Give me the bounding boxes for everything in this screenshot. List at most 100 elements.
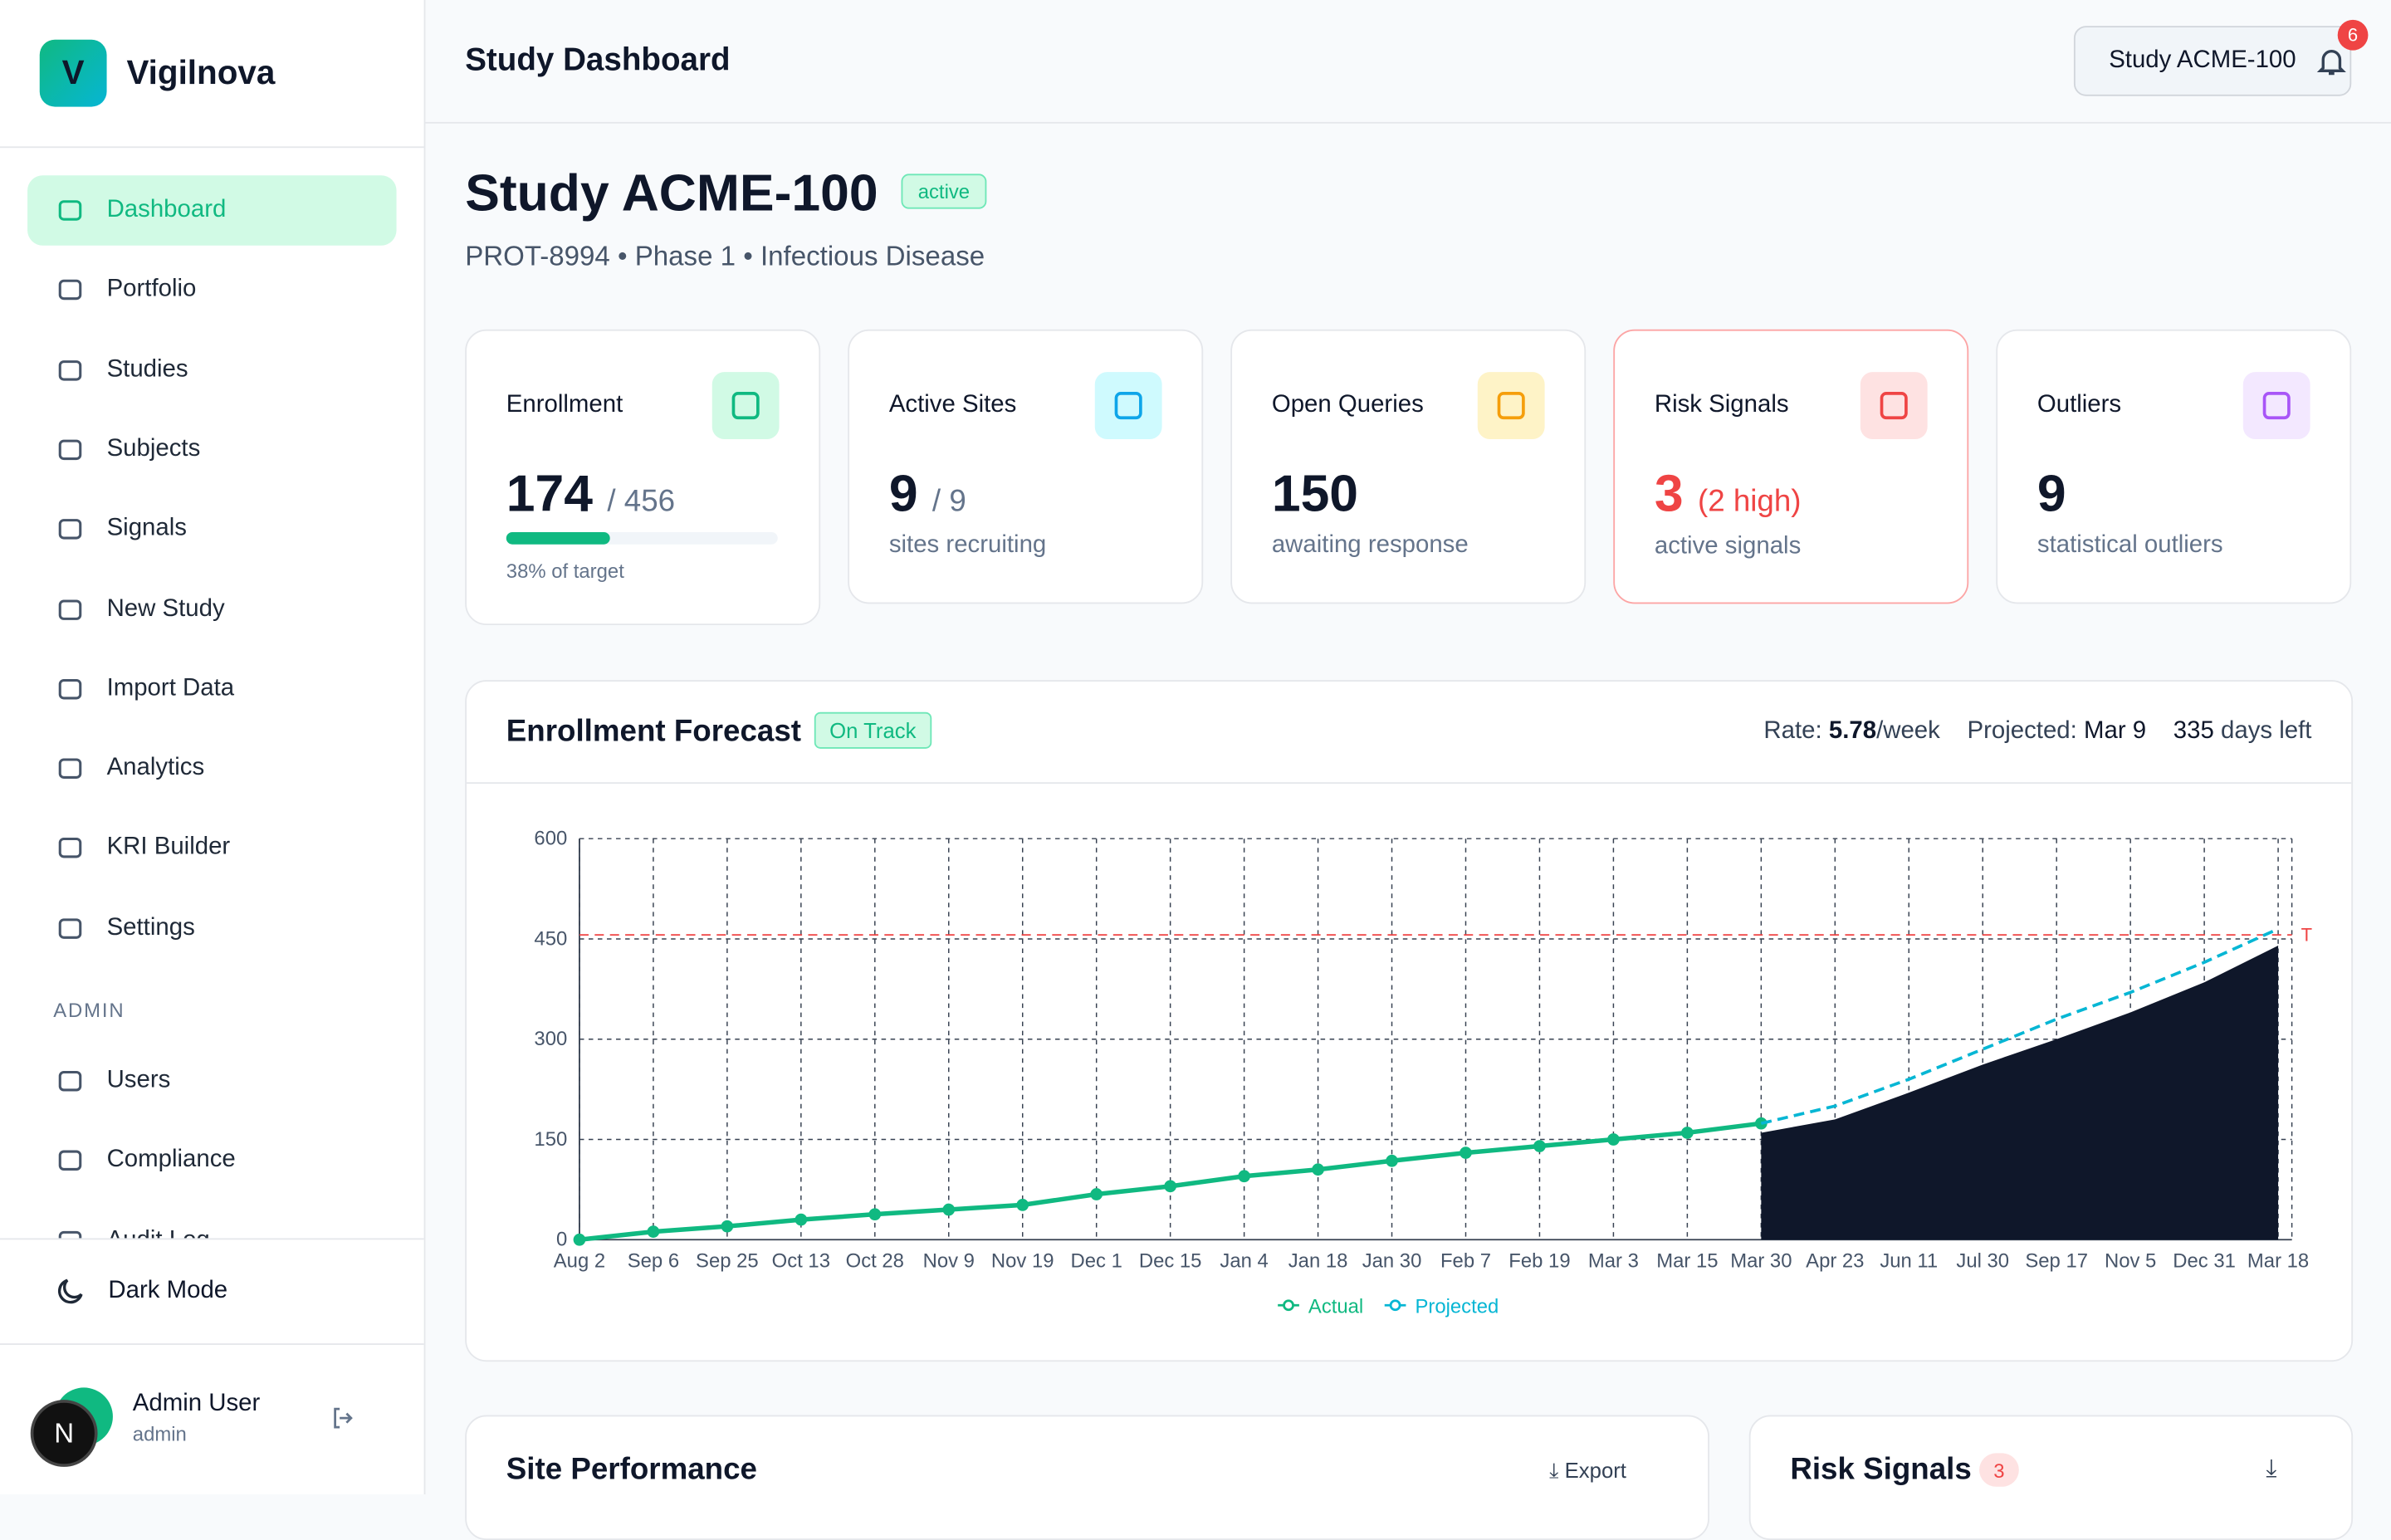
user-role: admin bbox=[132, 1422, 187, 1446]
value: 174 bbox=[506, 465, 594, 523]
card-label: Enrollment bbox=[506, 392, 623, 418]
nav-item[interactable]: KRI Builder bbox=[27, 814, 396, 883]
bell-icon[interactable] bbox=[2315, 44, 2348, 77]
y-tick-label: 600 bbox=[534, 828, 567, 850]
label: days left bbox=[2221, 718, 2312, 745]
x-tick-label: Sep 25 bbox=[696, 1249, 759, 1272]
nav-icon bbox=[58, 439, 82, 460]
data-point bbox=[1312, 1163, 1324, 1176]
status-badge: On Track bbox=[814, 711, 931, 749]
card-label: Open Queries bbox=[1271, 392, 1424, 418]
divider bbox=[0, 146, 424, 149]
nav-item[interactable]: Import Data bbox=[27, 654, 396, 724]
nav-label: Settings bbox=[106, 914, 195, 941]
x-tick-label: Feb 19 bbox=[1508, 1249, 1570, 1272]
nav-item[interactable]: Compliance bbox=[27, 1126, 396, 1195]
nav-item[interactable]: Studies bbox=[27, 335, 396, 404]
card-value: 9 / 9 bbox=[889, 465, 966, 525]
logout-button[interactable] bbox=[330, 1405, 357, 1432]
card-value: 150 bbox=[1272, 465, 1358, 525]
avatar[interactable]: N bbox=[30, 1400, 98, 1467]
nav-label: Import Data bbox=[106, 675, 235, 702]
x-tick-label: Jan 4 bbox=[1220, 1249, 1268, 1272]
nav-icon bbox=[58, 678, 82, 700]
x-tick-label: Dec 1 bbox=[1071, 1249, 1122, 1272]
dark-mode-toggle[interactable]: Dark Mode bbox=[0, 1238, 424, 1345]
data-point bbox=[1090, 1188, 1103, 1200]
divider bbox=[467, 782, 2352, 785]
y-tick-label: 0 bbox=[556, 1229, 567, 1251]
card-caption: awaiting response bbox=[1271, 532, 1469, 559]
nav-item[interactable]: New Study bbox=[27, 574, 396, 644]
data-point bbox=[795, 1213, 808, 1226]
y-tick-label: 300 bbox=[534, 1028, 567, 1050]
card-value: 3 (2 high) bbox=[1655, 465, 1802, 525]
nav-icon bbox=[58, 917, 82, 939]
brand-name[interactable]: Vigilnova bbox=[126, 53, 276, 92]
site-performance-panel: Site Performance ⤓ Export bbox=[465, 1415, 1709, 1540]
download-button[interactable]: ⤓ bbox=[2266, 1456, 2277, 1483]
data-point bbox=[647, 1225, 660, 1238]
user-name: Admin User bbox=[132, 1391, 261, 1417]
data-point bbox=[1754, 1117, 1768, 1130]
risk-signals-panel: Risk Signals 3 ⤓ bbox=[1748, 1415, 2354, 1540]
value: 3 bbox=[1654, 465, 1684, 523]
nav-item[interactable]: Settings bbox=[27, 893, 396, 963]
data-point bbox=[1607, 1133, 1620, 1146]
unit: /week bbox=[1876, 718, 1940, 745]
x-tick-label: Sep 17 bbox=[2025, 1249, 2088, 1272]
icon bbox=[731, 392, 760, 420]
nav-item[interactable]: Signals bbox=[27, 494, 396, 564]
nav-item[interactable]: Dashboard bbox=[27, 175, 397, 246]
panel-title: Site Performance bbox=[506, 1453, 757, 1487]
x-tick-label: Feb 7 bbox=[1440, 1249, 1491, 1272]
panel-title: Enrollment Forecast bbox=[506, 715, 802, 749]
x-tick-label: Jan 18 bbox=[1288, 1249, 1348, 1272]
total: / 9 bbox=[931, 485, 966, 519]
projected-date: Mar 9 bbox=[2084, 718, 2147, 745]
nav-label: Compliance bbox=[106, 1146, 236, 1173]
card-value: 9 bbox=[2037, 465, 2066, 525]
legend-swatch bbox=[1389, 1299, 1401, 1312]
nav-item[interactable]: Users bbox=[27, 1046, 396, 1116]
nav-item[interactable]: Portfolio bbox=[27, 255, 396, 325]
x-tick-label: Mar 18 bbox=[2247, 1249, 2309, 1272]
export-button[interactable]: ⤓ Export bbox=[1549, 1457, 1626, 1483]
x-tick-label: Oct 13 bbox=[772, 1249, 830, 1272]
forecast-panel: Enrollment Forecast On Track Rate: 5.78/… bbox=[465, 680, 2354, 1362]
nav-icon bbox=[58, 200, 82, 221]
x-tick-label: Mar 15 bbox=[1656, 1249, 1718, 1272]
label: Rate: bbox=[1763, 718, 1822, 745]
y-tick-label: 150 bbox=[534, 1128, 567, 1151]
data-point bbox=[1238, 1170, 1250, 1183]
nav-item[interactable]: Analytics bbox=[27, 734, 396, 804]
study-subtitle: PROT-8994 • Phase 1 • Infectious Disease bbox=[465, 241, 985, 271]
card-value: 174 / 456 bbox=[506, 465, 675, 525]
section-heading: ADMIN bbox=[53, 999, 125, 1022]
notification-badge: 6 bbox=[2337, 19, 2369, 51]
x-tick-label: Nov 5 bbox=[2105, 1249, 2156, 1272]
data-point bbox=[942, 1203, 956, 1216]
data-point bbox=[573, 1233, 586, 1246]
data-point bbox=[721, 1220, 734, 1233]
brand-logo[interactable]: V bbox=[39, 39, 107, 107]
nav-icon bbox=[58, 838, 82, 859]
kpi-card: Open Queries 150 awaiting response bbox=[1230, 329, 1587, 604]
card-icon bbox=[1094, 372, 1162, 439]
x-tick-label: Dec 15 bbox=[1139, 1249, 1202, 1272]
nav-icon bbox=[58, 359, 82, 380]
card-icon bbox=[711, 372, 780, 439]
nav-item[interactable]: Subjects bbox=[27, 414, 396, 484]
target-label: T bbox=[2301, 924, 2312, 945]
nav-icon bbox=[58, 280, 82, 301]
card-caption: 38% of target bbox=[506, 560, 624, 583]
card-caption: active signals bbox=[1654, 533, 1802, 560]
count-badge: 3 bbox=[1979, 1453, 2019, 1487]
forecast-stats: Rate: 5.78/week Projected: Mar 9 335 day… bbox=[1763, 718, 2311, 746]
study-selector[interactable]: Study ACME-100 6 bbox=[2073, 19, 2369, 96]
card-label: Active Sites bbox=[888, 392, 1017, 418]
kpi-card: Active Sites 9 / 9 sites recruiting bbox=[848, 329, 1204, 604]
kpi-card: Outliers 9 statistical outliers bbox=[1996, 329, 2352, 604]
